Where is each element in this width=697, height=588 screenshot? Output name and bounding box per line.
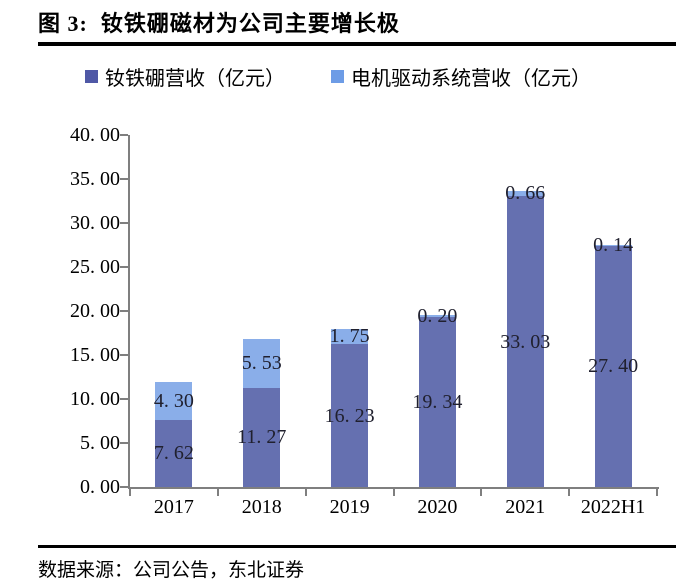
y-axis-tick-label: 20. 00 xyxy=(70,300,120,322)
y-axis-tick-label: 0. 00 xyxy=(80,476,120,498)
y-axis-tick-label: 30. 00 xyxy=(70,212,120,234)
legend-swatch-icon xyxy=(331,70,344,83)
plot-area: 0. 00 5. 00 10. 00 15. 00 20. 00 25. 00 30. 00… xyxy=(70,124,659,518)
bar-value-label: 0. 66 xyxy=(505,182,546,205)
y-axis-tick-label: 40. 00 xyxy=(70,124,120,146)
x-axis-tick xyxy=(480,489,483,496)
title-underline-rule xyxy=(38,42,676,46)
y-axis-tick xyxy=(120,134,128,136)
x-axis-category-label: 2017 xyxy=(153,496,194,518)
bar-segment-motor xyxy=(243,339,281,388)
y-axis-tick xyxy=(120,398,128,400)
x-axis-category-label: 2021 xyxy=(505,496,546,518)
y-axis-tick xyxy=(120,310,128,312)
y-axis-tick-label: 15. 00 xyxy=(70,344,120,366)
y-axis-tick-label: 35. 00 xyxy=(70,168,120,190)
y-axis-tick xyxy=(120,222,128,224)
legend-item-ndfeb-revenue: 钕铁硼营收（亿元） xyxy=(85,62,285,91)
legend-label: 钕铁硼营收（亿元） xyxy=(105,68,285,90)
bar-segment-motor xyxy=(506,190,544,197)
bar-segment-motor xyxy=(418,315,456,317)
bar-segment-motor xyxy=(331,328,369,345)
bar-segment-ndfeb xyxy=(243,387,281,487)
footer-rule xyxy=(38,545,676,548)
y-axis-tick xyxy=(120,266,128,268)
x-axis-tick xyxy=(129,489,131,496)
y-axis-line xyxy=(128,135,130,489)
chart-legend: 钕铁硼营收（亿元） 电机驱动系统营收（亿元） xyxy=(85,62,591,91)
x-axis-category-label: 2019 xyxy=(329,496,370,518)
legend-swatch-icon xyxy=(85,70,98,83)
bar-segment-ndfeb xyxy=(418,316,456,487)
x-axis-category-label: 2022H1 xyxy=(580,496,646,518)
bar-value-label: 16. 23 xyxy=(324,404,375,427)
bar-value-label: 7. 62 xyxy=(153,442,194,465)
x-axis-line xyxy=(128,487,659,489)
y-axis-tick-label: 10. 00 xyxy=(70,388,120,410)
bar-value-label: 1. 75 xyxy=(329,325,370,348)
bar-value-label: 33. 03 xyxy=(500,330,551,353)
bar-value-label: 0. 14 xyxy=(593,234,634,257)
y-axis-tick xyxy=(120,354,128,356)
x-axis-tick xyxy=(304,489,307,496)
bar-value-label: 27. 40 xyxy=(588,355,639,378)
bar-value-label: 5. 53 xyxy=(241,352,282,375)
x-axis-tick xyxy=(216,489,219,496)
y-axis-tick xyxy=(120,442,128,444)
bar-segment-motor xyxy=(594,244,632,246)
bar-value-label: 19. 34 xyxy=(412,390,463,413)
y-axis-tick xyxy=(120,178,128,180)
bar-segment-ndfeb xyxy=(155,419,193,487)
bar-segment-ndfeb xyxy=(594,245,632,487)
bar-segment-ndfeb xyxy=(331,344,369,487)
y-axis-tick xyxy=(120,486,128,488)
y-axis-tick-label: 25. 00 xyxy=(70,256,120,278)
x-axis-tick xyxy=(568,489,571,496)
bar-value-label: 0. 20 xyxy=(417,304,458,327)
bar-value-label: 4. 30 xyxy=(153,390,194,413)
x-axis-category-label: 2020 xyxy=(417,496,458,518)
legend-item-motor-drive-revenue: 电机驱动系统营收（亿元） xyxy=(331,62,591,91)
bar-value-label: 11. 27 xyxy=(237,426,287,449)
y-axis-tick-label: 5. 00 xyxy=(80,432,120,454)
data-source-note: 数据来源：公司公告，东北证券 xyxy=(38,560,305,581)
x-axis-tick xyxy=(656,489,658,496)
x-axis-tick xyxy=(392,489,395,496)
figure-title: 图 3: 钕铁硼磁材为公司主要增长极 xyxy=(38,11,400,36)
x-axis-category-label: 2018 xyxy=(241,496,282,518)
bar-segment-ndfeb xyxy=(506,196,544,487)
legend-label: 电机驱动系统营收（亿元） xyxy=(351,68,591,90)
bar-segment-motor xyxy=(155,382,193,420)
